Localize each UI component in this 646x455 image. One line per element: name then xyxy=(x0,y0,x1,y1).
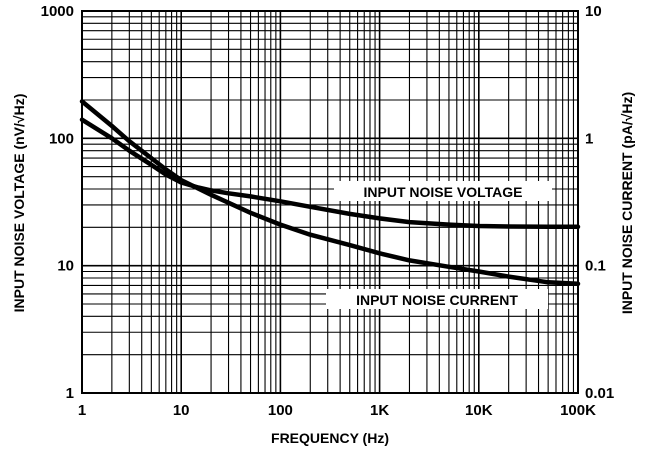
x-tick-label: 100 xyxy=(268,402,293,419)
x-tick-label: 1K xyxy=(370,402,389,419)
series-lines xyxy=(79,99,581,287)
y-tick-label: 1 xyxy=(66,385,74,402)
y-axis-label: INPUT NOISE VOLTAGE (nV/√Hz) xyxy=(11,94,27,313)
y2-tick-label: 0.1 xyxy=(585,258,606,275)
y2-tick-label: 1 xyxy=(585,130,593,147)
annotation-current-group: INPUT NOISE CURRENT xyxy=(326,289,548,309)
y2-tick-label: 0.01 xyxy=(585,385,614,402)
y2-tick-label: 10 xyxy=(585,3,602,20)
y-tick-label: 10 xyxy=(57,258,74,275)
grid xyxy=(82,11,578,393)
plot-frame xyxy=(81,10,579,394)
annotation-voltage: INPUT NOISE VOLTAGE xyxy=(364,184,523,200)
x-tick-label: 10 xyxy=(173,402,190,419)
annotation-voltage-bg xyxy=(334,181,552,201)
x-tick-label: 10K xyxy=(465,402,493,419)
x-axis-label: FREQUENCY (Hz) xyxy=(271,430,389,446)
annotation-voltage-group: INPUT NOISE VOLTAGE xyxy=(334,181,552,201)
x-tick-label: 100K xyxy=(560,402,596,419)
y-tick-label: 1000 xyxy=(41,3,74,20)
y-tick-label: 100 xyxy=(49,130,74,147)
series-voltage-line xyxy=(79,117,581,230)
series-current-line xyxy=(79,99,581,287)
y2-axis-label: INPUT NOISE CURRENT (pA/√Hz) xyxy=(619,92,635,314)
annotation-current: INPUT NOISE CURRENT xyxy=(356,292,518,308)
x-tick-label: 1 xyxy=(78,402,86,419)
annotation-current-bg xyxy=(326,289,548,309)
tick-labels: 1 10 100 1K 10K 100K 1 10 100 1000 0.01 0.1 1 10 xyxy=(41,3,615,419)
